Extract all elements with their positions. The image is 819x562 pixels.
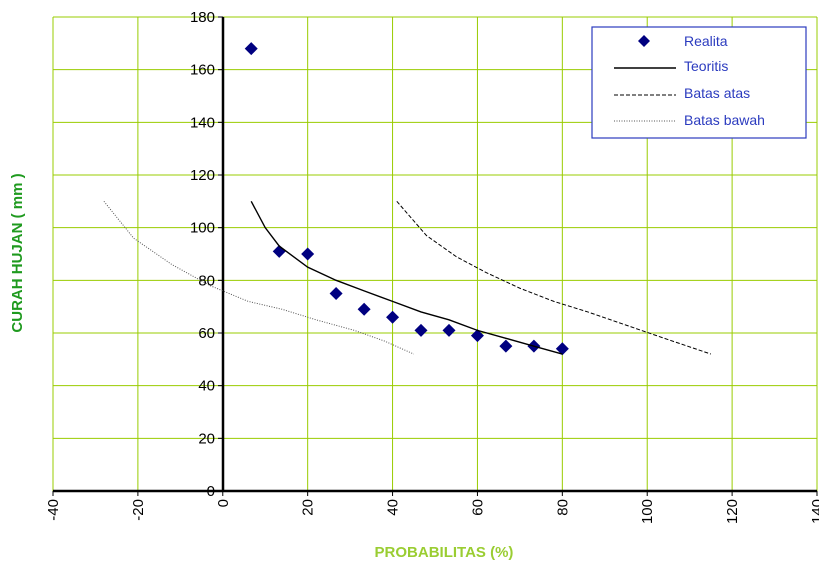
legend-label-teoritis: Teoritis: [684, 58, 728, 74]
x-tick-label: 140: [809, 499, 819, 524]
y-tick-label: 100: [190, 220, 215, 237]
legend-label-batas-bawah: Batas bawah: [684, 112, 765, 128]
legend-label-realita: Realita: [684, 33, 728, 49]
series-line-teoritis: [250, 201, 563, 355]
legend: Realita Teoritis Batas atas Batas bawah: [591, 26, 807, 139]
legend-label-batas-atas: Batas atas: [684, 85, 750, 101]
axes: [52, 16, 818, 496]
data-point-realita: [470, 329, 484, 343]
data-point-realita: [357, 302, 371, 316]
data-series: [103, 42, 712, 356]
y-axis-title: CURAH HUJAN ( mm ): [9, 173, 26, 332]
data-point-realita: [301, 247, 315, 261]
x-tick-labels: -40 -20 0 20 40 60 80 100 120 140: [45, 499, 819, 524]
y-tick-label: 120: [190, 167, 215, 184]
y-tick-labels: 0 20 40 60 80 100 120 140 160 180: [190, 9, 215, 500]
x-axis-title: PROBABILITAS (%): [375, 544, 514, 561]
data-point-realita: [555, 342, 569, 356]
x-tick-label: -20: [130, 499, 147, 521]
y-tick-label: 40: [198, 378, 215, 395]
x-tick-label: 100: [639, 499, 656, 524]
y-tick-label: 0: [207, 483, 215, 500]
x-tick-label: 60: [469, 499, 486, 516]
data-point-realita: [244, 42, 258, 56]
x-tick-label: 40: [385, 499, 402, 516]
data-point-realita: [329, 287, 343, 300]
series-line-batas-bawah: [103, 201, 414, 355]
data-point-realita: [386, 310, 400, 324]
data-point-realita: [499, 339, 513, 353]
legend-marker-realita: [638, 35, 650, 47]
x-tick-label: 0: [215, 499, 232, 507]
y-tick-label: 80: [198, 272, 215, 289]
y-tick-label: 160: [190, 62, 215, 79]
x-tick-label: 80: [554, 499, 571, 516]
y-tick-label: 20: [198, 430, 215, 447]
x-tick-label: -40: [45, 499, 62, 521]
data-point-realita: [442, 323, 456, 337]
x-tick-label: 20: [300, 499, 317, 516]
y-tick-label: 180: [190, 9, 215, 26]
series-line-batas-atas: [396, 201, 712, 355]
legend-box: [591, 26, 807, 139]
data-point-realita: [414, 323, 428, 337]
y-tick-label: 60: [198, 325, 215, 342]
grid-lines: [52, 16, 818, 491]
y-tick-label: 140: [190, 114, 215, 131]
x-tick-label: 120: [724, 499, 741, 524]
